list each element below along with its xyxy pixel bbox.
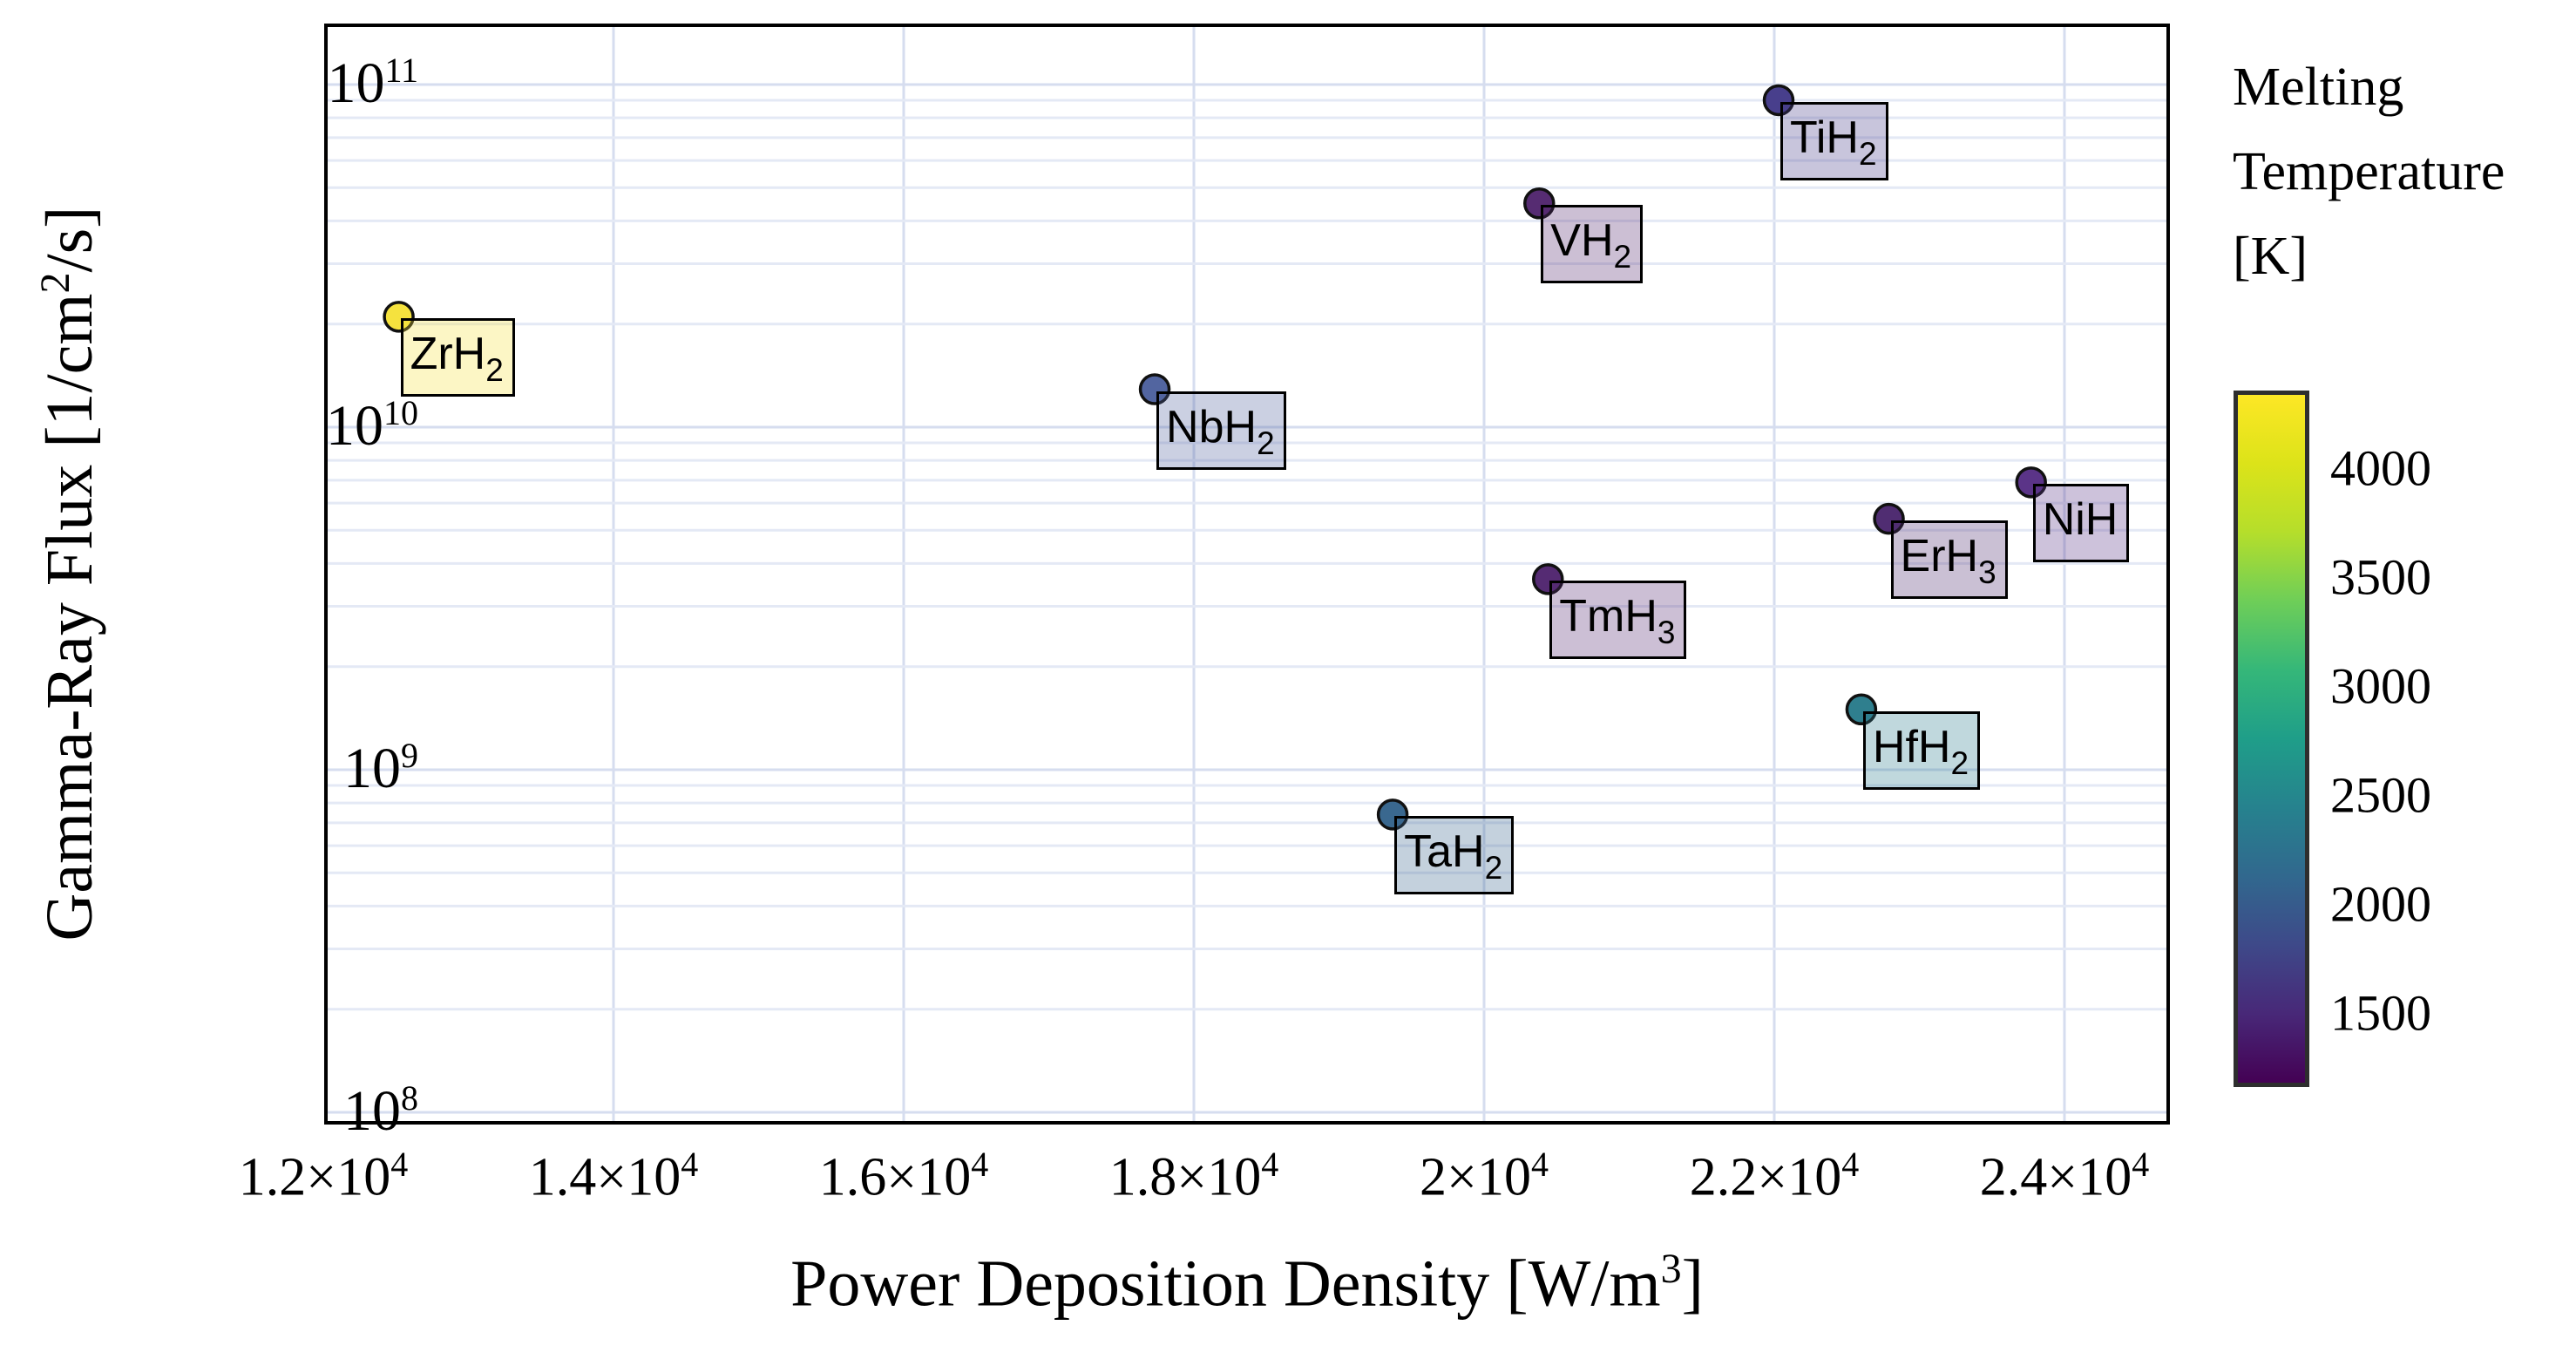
- data-point-nih: [2015, 466, 2047, 499]
- plot-area: [324, 24, 2170, 1125]
- y-tick-label: 108: [343, 1077, 418, 1143]
- colorbar-tick-label: 4000: [2330, 439, 2431, 497]
- data-point-zrh2: [383, 301, 415, 333]
- x-tick-label: 1.2×104: [238, 1145, 409, 1207]
- x-tick-label: 2.2×104: [1689, 1145, 1860, 1207]
- y-tick-label: 1011: [327, 50, 418, 115]
- point-label-tmh3: TmH3: [1549, 581, 1687, 660]
- colorbar-gradient: [2234, 391, 2309, 1087]
- plot-canvas: [328, 27, 2166, 1121]
- x-tick-label: 1.4×104: [528, 1145, 699, 1207]
- point-label-tah2: TaH2: [1394, 816, 1515, 895]
- x-tick-label: 1.6×104: [818, 1145, 989, 1207]
- point-label-vh2: VH2: [1541, 205, 1644, 284]
- colorbar-title-line1: Melting: [2233, 58, 2404, 117]
- colorbar-tick-label: 3000: [2330, 657, 2431, 715]
- data-point-tmh3: [1532, 563, 1564, 595]
- point-label-nih: NiH: [2032, 484, 2130, 563]
- point-label-zrh2: ZrH2: [400, 318, 515, 398]
- data-point-vh2: [1523, 187, 1556, 220]
- point-label-hfh2: HfH2: [1862, 710, 1981, 790]
- data-point-tah2: [1376, 799, 1409, 831]
- colorbar-tick-label: 2500: [2330, 766, 2431, 824]
- x-axis-title: Power Deposition Density [W/m3]: [790, 1246, 1704, 1321]
- colorbar-title-line3: [K]: [2233, 227, 2308, 286]
- point-label-erh3: ErH3: [1890, 520, 2008, 600]
- colorbar-tick-label: 2000: [2330, 875, 2431, 933]
- data-point-erh3: [1873, 502, 1905, 535]
- colorbar-title-line2: Temperature: [2233, 142, 2505, 201]
- x-tick-label: 1.8×104: [1108, 1145, 1279, 1207]
- point-label-tih2: TiH2: [1779, 101, 1888, 180]
- data-point-nbh2: [1138, 373, 1171, 405]
- y-axis-title: Gamma-Ray Flux [1/cm2/s]: [31, 206, 107, 941]
- x-tick-label: 2×104: [1420, 1145, 1549, 1207]
- data-point-hfh2: [1845, 693, 1878, 726]
- colorbar-tick-label: 3500: [2330, 548, 2431, 606]
- colorbar-tick-label: 1500: [2330, 984, 2431, 1042]
- y-tick-label: 1010: [326, 392, 418, 458]
- data-point-tih2: [1762, 84, 1795, 117]
- x-tick-label: 2.4×104: [1979, 1145, 2150, 1207]
- colorbar-title: Melting Temperature [K]: [2233, 45, 2505, 299]
- y-tick-label: 109: [343, 735, 418, 800]
- point-label-nbh2: NbH2: [1156, 391, 1286, 470]
